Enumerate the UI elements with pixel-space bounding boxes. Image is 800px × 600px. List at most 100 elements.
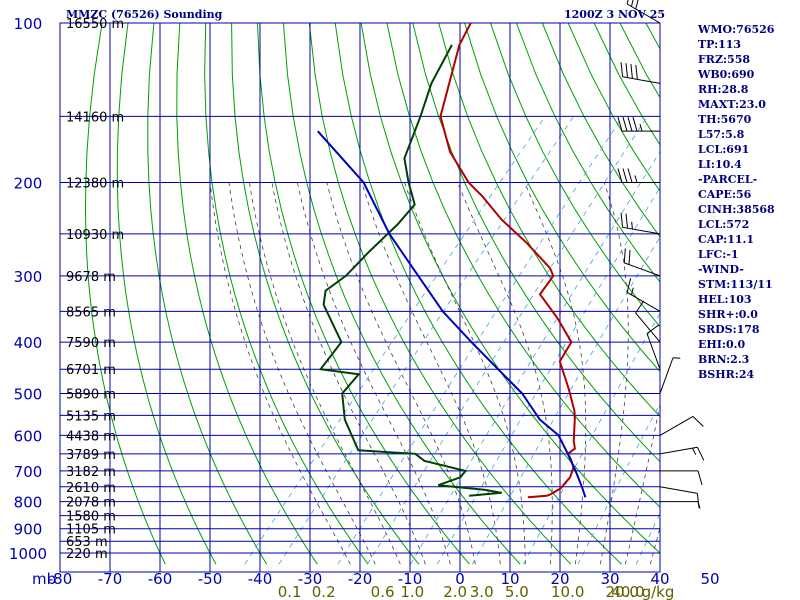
mixing-ratio-label: 5.0 [505,583,529,600]
stat-line: RH:28.8 [698,83,749,96]
barb-shaft [624,262,661,277]
stat-line: BSHR:24 [698,368,755,381]
stat-line: CAP:11.1 [698,233,755,246]
wind-barb [660,501,701,509]
wind-barb [660,470,703,486]
temperature-tick-label: -20 [348,570,373,588]
moist-adiabat [649,526,660,565]
barb-flag [622,168,628,183]
temperature-tick-label: 10 [500,570,519,588]
barb-half [634,175,638,183]
dry-adiabat [147,23,268,565]
height-label: 14160 m [66,110,124,125]
barb-flag [617,117,623,132]
dry-adiabat [360,23,660,554]
temperature-tick-label: -10 [398,570,423,588]
moist-adiabat [271,182,426,565]
wind-barb [659,446,705,461]
mixing-ratio-label: 0.2 [312,583,336,600]
stats-panel: WMO:76526 TP:113 FRZ:558 WB0:690 RH:28.8… [698,22,798,382]
barb-flag [625,63,628,78]
dry-adiabat [515,23,660,283]
barb-shaft [659,486,698,494]
pressure-label: 800 [14,494,43,512]
temperature-profile [439,23,576,499]
dry-adiabat [412,23,660,463]
stat-line: STM:113/11 [698,278,773,291]
dry-adiabat [438,23,660,418]
pressure-label: 900 [14,521,43,539]
barb-half [630,287,634,295]
barb-flag [630,63,633,79]
stat-line: WMO:76526 [698,23,775,36]
stat-line: MAXT:23.0 [698,98,766,111]
barb-shaft [659,357,674,394]
height-label: 16550 m [66,17,124,32]
stat-line: WB0:690 [698,68,755,81]
height-label: 3789 m [66,448,116,463]
temperature-tick-label: -50 [198,570,223,588]
stat-line: CINH:38568 [698,203,775,216]
barb-flag [696,447,705,461]
temperature-tick-label: 20 [550,570,569,588]
moist-adiabat [599,182,629,565]
stat-line: LCL:691 [698,143,750,156]
height-label: 10930 m [66,228,124,243]
dry-adiabat [386,23,660,508]
barb-flag [625,213,628,229]
barb-shaft [659,415,694,436]
moist-adiabat [524,182,587,565]
dry-adiabat [116,23,217,565]
barb-half [631,221,633,230]
pressure-label: 300 [14,268,43,286]
pressure-label: 1000 [9,545,47,563]
chart-timestamp: 1200Z 3 NOV 25 [564,8,666,21]
profile-lines [317,23,587,499]
axis-unit-label: mb [32,570,56,588]
wind-barb [646,324,661,370]
temperature-tick-label: 0 [455,570,465,588]
barb-flag [632,117,638,132]
mixing-ratio-line [410,151,660,565]
pressure-label: 400 [14,334,43,352]
moist-adiabat [624,402,660,565]
barb-flag [626,0,629,5]
height-label: 1105 m [66,523,116,538]
stat-line: -WIND- [698,263,744,276]
stat-line: LFC:-1 [698,248,739,261]
wind-barb [617,117,660,132]
barb-shaft [622,76,661,84]
height-label: 4438 m [66,429,116,444]
barb-flag [617,168,623,183]
pressure-label: 700 [14,463,43,481]
pressure-label: 500 [14,385,43,403]
stat-line: L57:5.8 [698,128,745,141]
barb-half [697,501,701,509]
stat-line: LCL:572 [698,218,750,231]
height-label: 653 m [66,535,108,550]
barb-half [639,124,643,132]
mixing-ratio-label: 0.1 [278,583,302,600]
barb-flag [627,168,633,183]
moist-adiabat [249,182,401,565]
dry-adiabat [204,23,369,565]
barb-shaft [659,446,698,455]
temperature-tick-label: -40 [248,570,273,588]
parcel-profile [317,130,587,498]
mixing-ratio-unit: g/kg [642,583,675,600]
barb-half [672,357,681,359]
wind-barb [623,248,661,277]
wind-barb [635,300,661,343]
moist-adiabat [326,182,476,565]
dry-adiabat [176,23,318,565]
barb-flag [635,0,639,10]
dry-adiabat [308,23,572,565]
dry-adiabat [84,23,166,565]
barb-flag [626,278,632,293]
chart-title: MMZC (76526) Sounding [66,8,223,21]
dry-adiabat [282,23,521,565]
barb-shaft [646,333,661,370]
temperature-tick-label: -70 [98,570,123,588]
wind-barb [659,415,704,436]
